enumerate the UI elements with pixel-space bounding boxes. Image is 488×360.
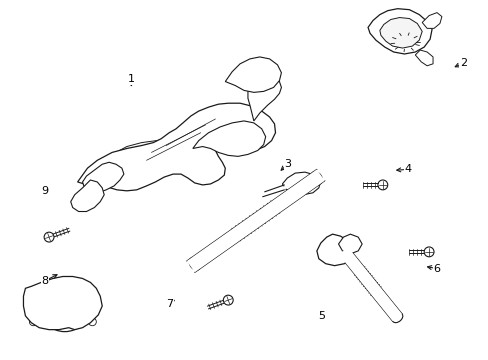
Circle shape	[223, 295, 233, 305]
Text: 8: 8	[41, 276, 48, 286]
Polygon shape	[247, 77, 281, 121]
Polygon shape	[421, 13, 441, 28]
Polygon shape	[338, 234, 362, 254]
Circle shape	[44, 232, 54, 242]
Circle shape	[307, 178, 315, 186]
Polygon shape	[71, 180, 104, 212]
Text: 2: 2	[459, 58, 466, 68]
Ellipse shape	[189, 257, 200, 270]
Polygon shape	[316, 234, 351, 266]
Circle shape	[232, 135, 244, 147]
Circle shape	[78, 191, 91, 204]
Circle shape	[295, 180, 305, 190]
Circle shape	[88, 286, 96, 294]
Text: 6: 6	[433, 264, 440, 274]
Polygon shape	[225, 57, 281, 93]
Circle shape	[46, 287, 83, 325]
Circle shape	[423, 247, 433, 257]
Polygon shape	[102, 106, 267, 170]
Circle shape	[29, 286, 37, 294]
Circle shape	[88, 318, 96, 326]
Polygon shape	[186, 170, 324, 272]
Polygon shape	[414, 50, 432, 66]
Text: 4: 4	[404, 165, 411, 174]
Polygon shape	[78, 103, 275, 191]
Text: 9: 9	[41, 186, 48, 195]
Ellipse shape	[310, 172, 322, 184]
Circle shape	[377, 180, 387, 190]
Text: 5: 5	[317, 311, 325, 321]
Polygon shape	[367, 9, 431, 54]
Circle shape	[346, 242, 353, 250]
Polygon shape	[192, 121, 265, 156]
Polygon shape	[82, 162, 123, 193]
Circle shape	[327, 244, 341, 258]
Polygon shape	[23, 276, 102, 330]
Ellipse shape	[391, 313, 402, 323]
Ellipse shape	[53, 296, 77, 316]
Circle shape	[55, 296, 75, 316]
Polygon shape	[282, 172, 320, 195]
Circle shape	[29, 318, 37, 326]
Circle shape	[97, 175, 107, 185]
Polygon shape	[379, 18, 421, 48]
Text: 7: 7	[166, 299, 173, 309]
Circle shape	[244, 128, 254, 138]
Text: 3: 3	[284, 159, 291, 169]
Circle shape	[39, 280, 90, 332]
Polygon shape	[338, 247, 401, 321]
Text: 1: 1	[127, 74, 135, 84]
